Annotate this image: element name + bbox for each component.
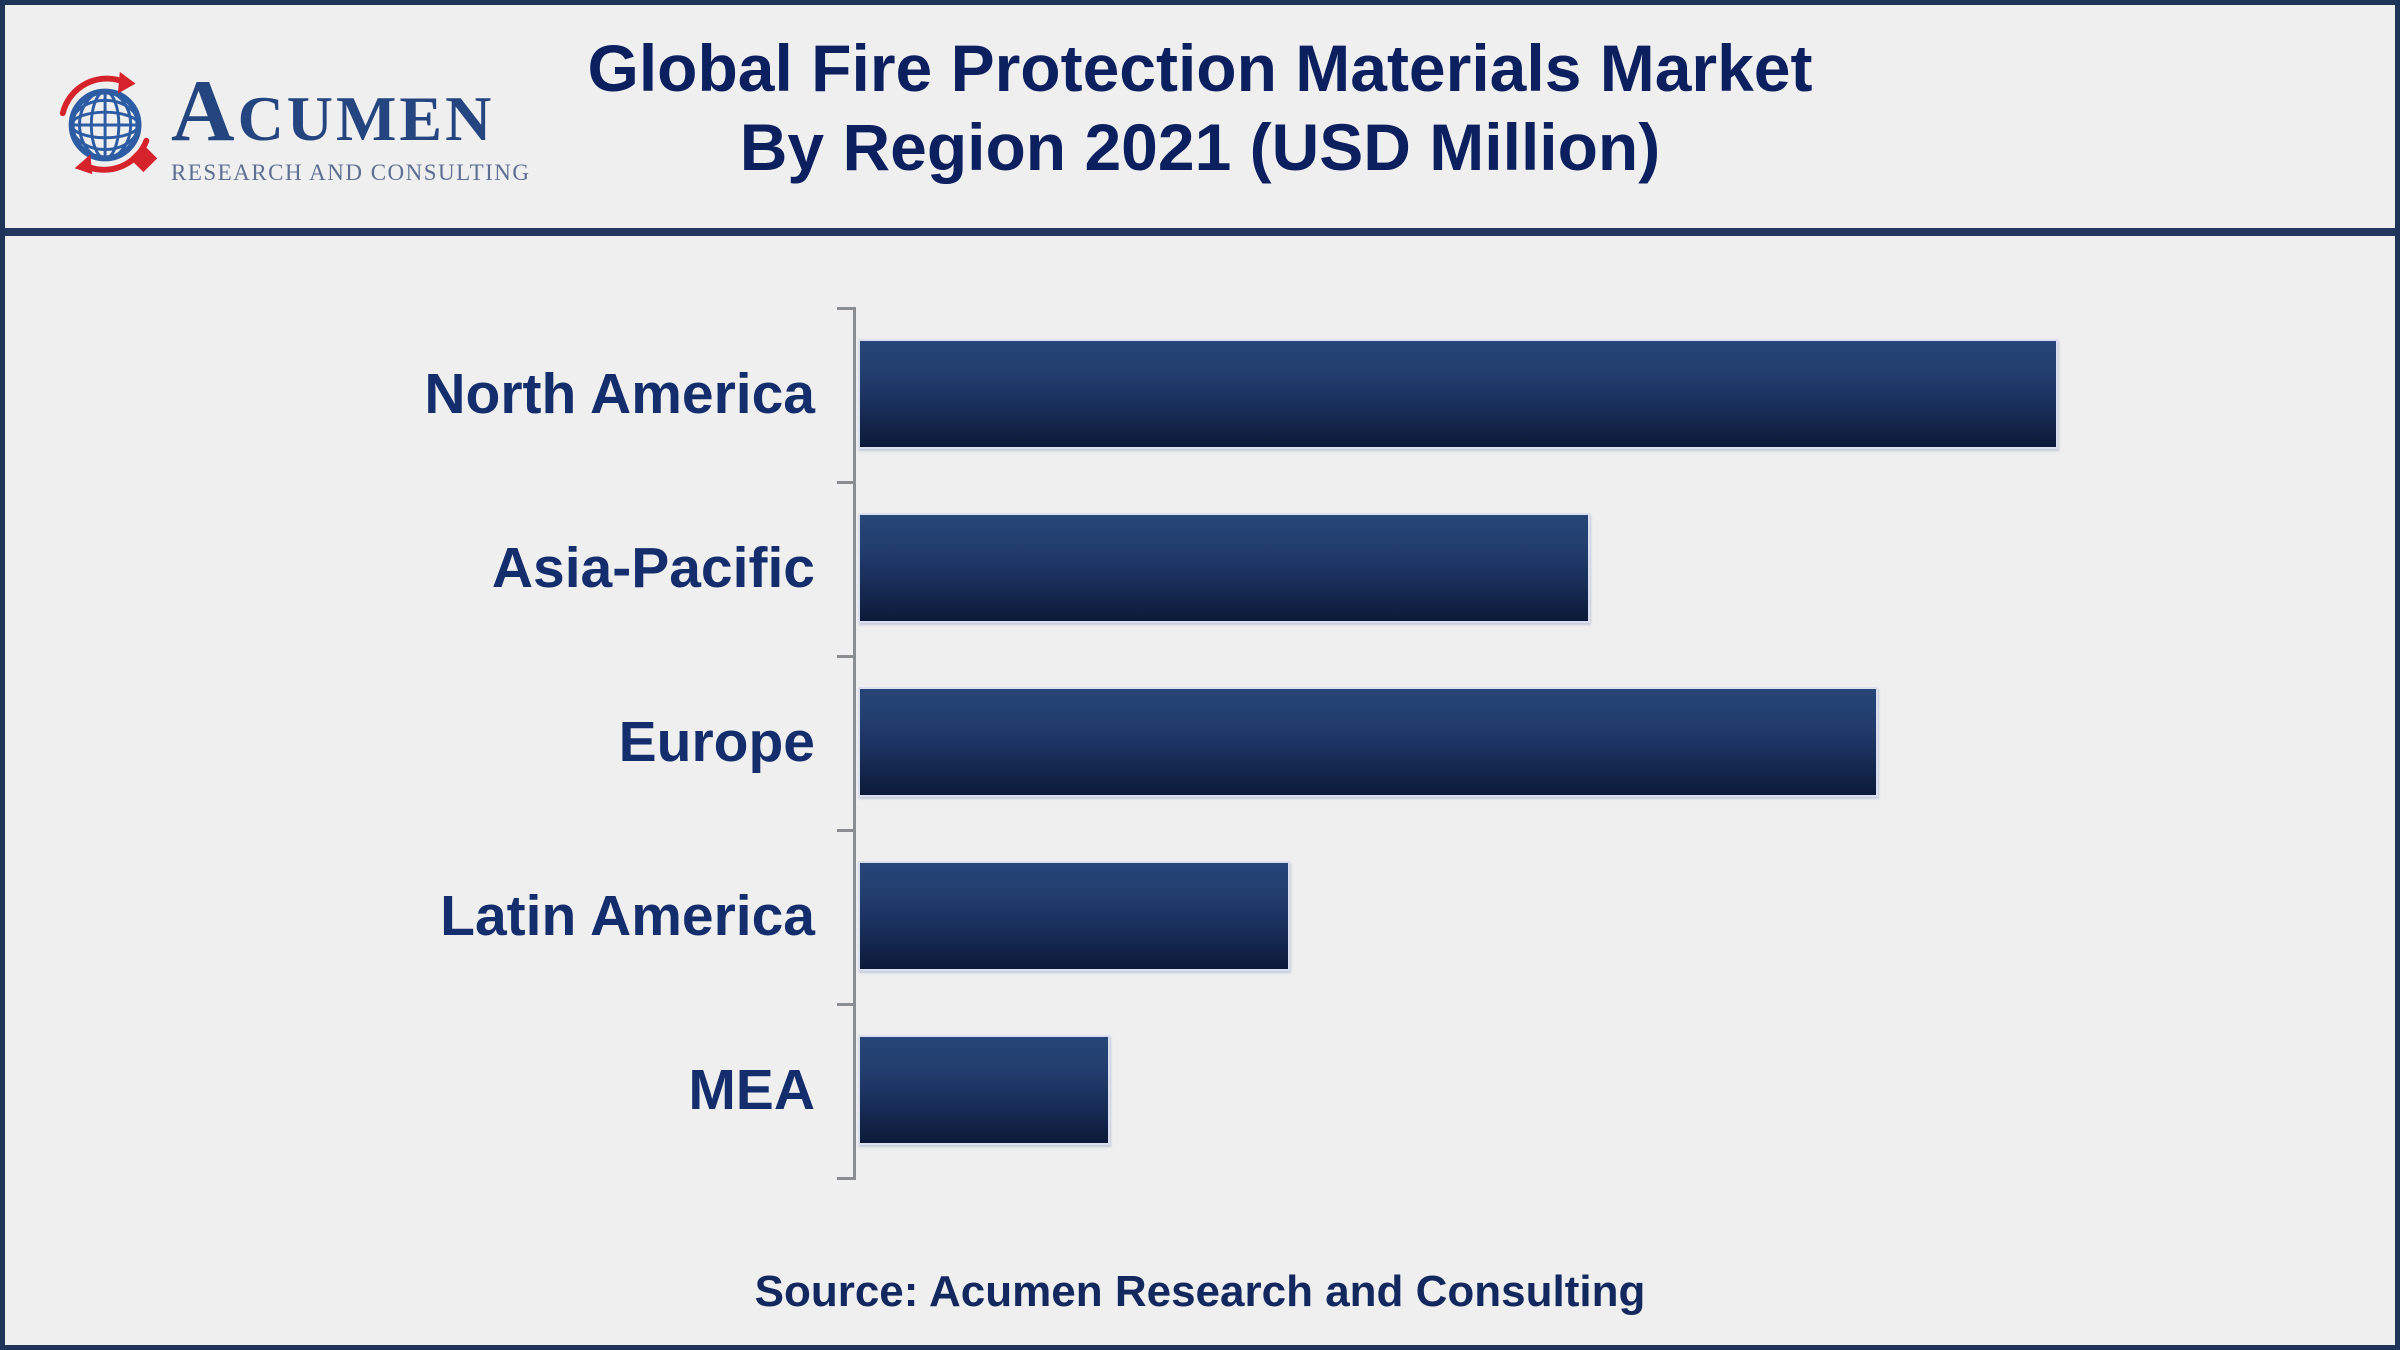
category-label-latin-america: Latin America [440,884,815,948]
y-axis-tick [837,1177,854,1180]
source-line: Source: Acumen Research and Consulting [754,1267,1646,1316]
logo-wordmark: ACUMEN [171,68,491,156]
y-axis-tick [837,307,854,310]
category-label-north-america: North America [424,362,815,426]
logo-subtitle: RESEARCH AND CONSULTING [171,160,531,185]
y-axis-tick [837,481,854,484]
header-divider [5,228,2395,236]
category-label-asia-pacific: Asia-Pacific [491,536,815,600]
bar-europe [858,687,1878,797]
chart-title-line2: By Region 2021 (USD Million) [739,110,1661,184]
bar-chart: North America Asia-Pacific Europe Latin Ame… [5,5,2395,1345]
logo-text: ACUMEN RESEARCH AND CONSULTING [171,68,531,186]
y-axis-tick [837,1003,854,1006]
acumen-logo: ACUMEN RESEARCH AND CONSULTING [51,60,529,185]
y-axis-tick [837,829,854,832]
bar-north-america [858,339,2058,449]
category-label-europe: Europe [618,710,815,774]
chart-title: Global Fire Protection Materials Market … [5,29,2395,187]
globe-icon [59,71,158,175]
header: ACUMEN RESEARCH AND CONSULTING Global Fi… [5,5,2395,236]
logo-wordmark-initial: A [171,63,238,160]
bar-mea [858,1035,1110,1145]
bar-asia-pacific [858,513,1590,623]
y-axis-line [853,307,856,1180]
y-axis-tick [837,655,854,658]
category-label-mea: MEA [688,1058,815,1122]
bar-latin-america [858,861,1290,971]
logo-wordmark-rest: CUMEN [237,83,495,154]
chart-title-line1: Global Fire Protection Materials Market [587,31,1813,105]
